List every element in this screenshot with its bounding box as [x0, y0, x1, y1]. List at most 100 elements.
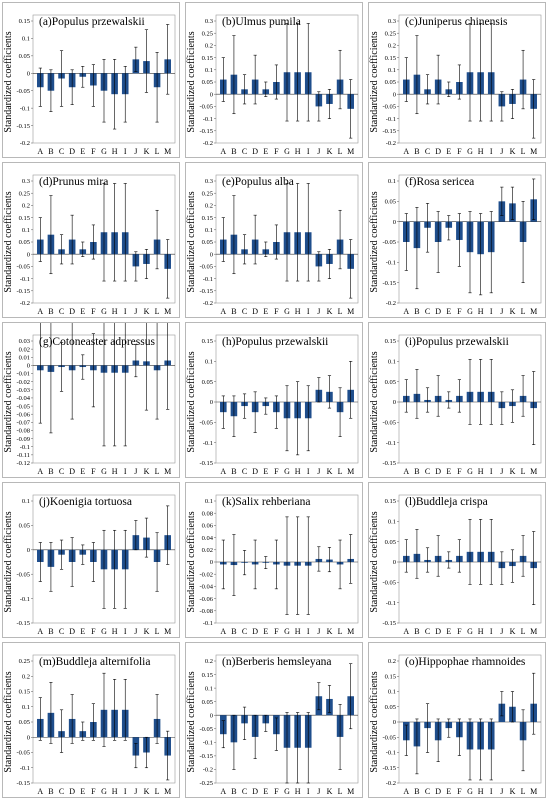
x-tick-label: I	[490, 307, 493, 316]
x-tick-label: I	[307, 467, 310, 476]
x-tick-label: J	[134, 307, 137, 316]
x-tick-label: E	[80, 627, 85, 636]
y-axis-label: Standardized coefficients	[186, 191, 197, 292]
y-tick-label: 0.15	[202, 55, 213, 62]
y-tick-label: -0.05	[382, 580, 396, 587]
x-tick-label: G	[101, 627, 107, 636]
chart-svg: -0.15 -0.1 -0.05 0 0.05 0.1 A B C D E F G H I J K L M (j)Ko…	[3, 494, 176, 636]
chart-svg: -0.2 -0.15 -0.1 -0.05 0 0.05 0.1 0.15 A B C D E F G H I J…	[3, 14, 176, 156]
y-tick-label: 0	[27, 547, 30, 554]
x-tick-label: H	[478, 307, 484, 316]
x-tick-label: J	[317, 627, 320, 636]
x-tick-label: B	[231, 467, 236, 476]
x-tick-label: E	[80, 147, 85, 156]
x-tick-label: A	[220, 307, 226, 316]
y-tick-label: 0.02	[19, 346, 30, 353]
plot-frame	[215, 14, 359, 144]
y-tick-label: -0.15	[199, 460, 213, 467]
chart-title: (k)Salix rehberiana	[222, 496, 310, 508]
x-tick-label: A	[37, 307, 43, 316]
y-tick-label: 0.2	[388, 658, 396, 665]
x-tick-label: H	[478, 147, 484, 156]
chart-title: (f)Rosa sericea	[405, 176, 474, 188]
chart-panel-c: -0.2 -0.15 -0.1 -0.05 0 0.05 0.1 0.15 0.2 0.25 0.3…	[368, 2, 546, 158]
chart-title: (o)Hippophae rhamnoides	[405, 656, 526, 668]
y-tick-label: 0.05	[19, 719, 30, 726]
y-tick-label: 0.25	[202, 190, 213, 197]
x-tick-label: J	[500, 307, 503, 316]
x-tick-label: K	[510, 467, 516, 476]
x-tick-label: G	[284, 467, 290, 476]
plot-frame	[215, 174, 359, 304]
x-tick-label: L	[155, 147, 160, 156]
x-tick-label: B	[414, 467, 419, 476]
x-tick-label: M	[164, 467, 171, 476]
x-tick-label: M	[347, 147, 354, 156]
chart-svg: -0.2 -0.15 -0.1 -0.05 0 0.05 0.1 0.15 0.2 0.25 0.3…	[186, 14, 359, 156]
x-tick-label: L	[521, 467, 526, 476]
x-tick-label: H	[112, 787, 118, 796]
chart-panel-e: -0.2 -0.15 -0.1 -0.05 0 0.05 0.1 0.15 0.2 0.25 0.3…	[185, 162, 363, 318]
x-tick-label: A	[37, 627, 43, 636]
y-tick-label: -0.2	[203, 767, 213, 774]
x-tick-label: M	[347, 627, 354, 636]
x-tick-label: J	[134, 467, 137, 476]
x-tick-label: F	[274, 147, 279, 156]
chart-panel-f: -0.2 -0.15 -0.1 -0.05 0 0.05 0.1 A B C D E F G H I J K L M (…	[368, 162, 546, 318]
plot-frame	[398, 334, 542, 464]
y-tick-label: -0.15	[16, 288, 30, 295]
chart-panel-j: -0.15 -0.1 -0.05 0 0.05 0.1 A B C D E F G H I J K L M (j)Ko…	[2, 482, 180, 638]
y-tick-label: 0.05	[202, 699, 213, 706]
y-axis-label: Standardized coefficients	[186, 671, 197, 772]
x-tick-label: I	[490, 147, 493, 156]
y-axis-label: Standardized coefficients	[369, 511, 380, 612]
x-tick-label: C	[59, 787, 64, 796]
x-tick-label: G	[284, 627, 290, 636]
x-tick-label: I	[490, 787, 493, 796]
plot-frame	[398, 494, 542, 624]
y-tick-label: 0	[393, 719, 396, 726]
x-tick-label: I	[124, 147, 127, 156]
y-tick-label: -0.05	[16, 571, 30, 578]
y-axis-label: Standardized coefficients	[186, 511, 197, 612]
chart-panel-b: -0.2 -0.15 -0.1 -0.05 0 0.05 0.1 0.15 0.2 0.25 0.3…	[185, 2, 363, 158]
x-tick-label: L	[338, 307, 343, 316]
x-tick-label: F	[274, 787, 279, 796]
chart-svg: -0.2 -0.15 -0.1 -0.05 0 0.05 0.1 0.15 0.2 A B C D E F G…	[369, 654, 542, 796]
y-tick-label: -0.25	[199, 780, 213, 787]
x-tick-label: D	[435, 787, 441, 796]
y-tick-label: -0.02	[199, 571, 213, 578]
y-tick-label: -0.1	[203, 740, 213, 747]
y-tick-label: -0.15	[382, 620, 396, 627]
y-tick-label: 0.05	[202, 79, 213, 86]
chart-panel-g: -0.12 -0.11 -0.1 -0.09 -0.08 -0.07 -0.06 -0.05-…	[2, 322, 180, 478]
y-tick-label: -0.05	[16, 750, 30, 757]
x-tick-label: I	[490, 467, 493, 476]
y-tick-label: 0.25	[202, 30, 213, 37]
chart-svg: -0.15 -0.1 -0.05 0 0.05 0.1 0.15 0.2 0.25 A B C D E F G…	[3, 654, 176, 796]
y-tick-label: -0.15	[16, 123, 30, 130]
x-tick-label: B	[231, 147, 236, 156]
y-tick-label: -0.12	[16, 460, 30, 467]
x-tick-label: E	[263, 627, 268, 636]
x-tick-label: K	[327, 627, 333, 636]
chart-title: (h)Populus przewalskii	[222, 336, 328, 348]
x-tick-label: K	[510, 787, 516, 796]
chart-title: (n)Berberis hemsleyana	[222, 656, 332, 668]
x-tick-label: K	[510, 307, 516, 316]
y-tick-label: -0.08	[199, 608, 213, 615]
x-tick-label: G	[467, 787, 473, 796]
x-tick-label: A	[403, 307, 409, 316]
y-tick-label: -0.2	[386, 140, 396, 147]
x-tick-label: B	[231, 627, 236, 636]
y-tick-label: -0.05	[382, 239, 396, 246]
chart-title: (j)Koenigia tortuosa	[39, 496, 132, 508]
x-tick-label: K	[144, 627, 150, 636]
x-tick-label: K	[327, 787, 333, 796]
x-tick-label: M	[164, 787, 171, 796]
chart-panel-i: -0.15 -0.1 -0.05 0 0.05 0.1 0.15 A B C D E F G H I J K L M (…	[368, 322, 546, 478]
x-tick-label: I	[490, 627, 493, 636]
x-tick-label: K	[144, 307, 150, 316]
y-axis-label: Standardized coefficients	[369, 191, 380, 292]
x-tick-label: L	[155, 627, 160, 636]
